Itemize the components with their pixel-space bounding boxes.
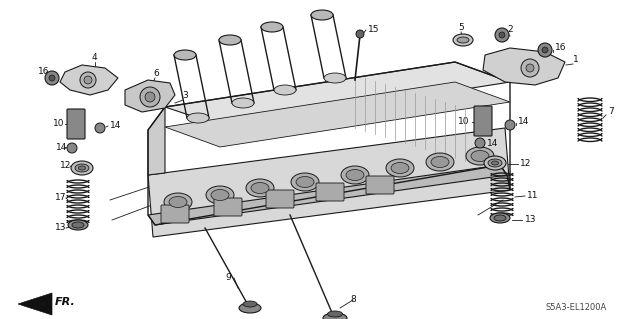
Text: 17: 17 — [55, 194, 67, 203]
Ellipse shape — [68, 220, 88, 230]
Circle shape — [475, 138, 485, 148]
FancyBboxPatch shape — [366, 176, 394, 194]
Ellipse shape — [346, 169, 364, 181]
Polygon shape — [483, 48, 565, 85]
Text: 12: 12 — [60, 160, 72, 169]
Text: 11: 11 — [527, 190, 538, 199]
Ellipse shape — [391, 162, 409, 174]
Text: 14: 14 — [518, 117, 529, 127]
Text: 13: 13 — [525, 216, 536, 225]
Circle shape — [538, 43, 552, 57]
Text: 2: 2 — [507, 26, 513, 34]
Polygon shape — [148, 128, 510, 237]
Text: 13: 13 — [55, 224, 67, 233]
Polygon shape — [125, 80, 175, 112]
Polygon shape — [165, 62, 510, 127]
Ellipse shape — [466, 147, 494, 165]
Text: 9: 9 — [225, 273, 231, 283]
Circle shape — [145, 92, 155, 102]
Ellipse shape — [471, 151, 489, 161]
Ellipse shape — [219, 35, 241, 45]
Text: 12: 12 — [520, 159, 531, 167]
FancyBboxPatch shape — [316, 183, 344, 201]
Text: 15: 15 — [368, 26, 380, 34]
Polygon shape — [18, 293, 52, 315]
Circle shape — [95, 123, 105, 133]
Ellipse shape — [291, 173, 319, 191]
Ellipse shape — [323, 313, 347, 319]
Ellipse shape — [206, 186, 234, 204]
Circle shape — [140, 87, 160, 107]
Text: 7: 7 — [608, 108, 614, 116]
Ellipse shape — [232, 98, 254, 108]
Ellipse shape — [79, 166, 86, 170]
Ellipse shape — [174, 50, 196, 60]
Ellipse shape — [72, 222, 84, 228]
FancyBboxPatch shape — [214, 198, 242, 216]
Text: 14: 14 — [487, 138, 499, 147]
Ellipse shape — [71, 161, 93, 175]
Polygon shape — [148, 107, 165, 175]
Text: 6: 6 — [153, 69, 159, 78]
Ellipse shape — [426, 153, 454, 171]
Ellipse shape — [492, 161, 499, 165]
Circle shape — [67, 143, 77, 153]
Circle shape — [526, 64, 534, 72]
Polygon shape — [165, 82, 510, 147]
Ellipse shape — [341, 166, 369, 184]
Ellipse shape — [243, 301, 257, 307]
Text: 1: 1 — [573, 56, 579, 64]
Text: 8: 8 — [350, 295, 356, 305]
FancyBboxPatch shape — [266, 190, 294, 208]
Circle shape — [356, 30, 364, 38]
Text: S5A3-EL1200A: S5A3-EL1200A — [545, 303, 606, 313]
Circle shape — [521, 59, 539, 77]
Text: 16: 16 — [555, 42, 566, 51]
Ellipse shape — [453, 34, 473, 46]
Text: 5: 5 — [458, 24, 464, 33]
Text: 14: 14 — [110, 121, 122, 130]
Ellipse shape — [187, 113, 209, 123]
Circle shape — [80, 72, 96, 88]
Text: 10: 10 — [458, 117, 470, 127]
Ellipse shape — [75, 164, 89, 172]
Ellipse shape — [484, 156, 506, 170]
Circle shape — [84, 76, 92, 84]
Ellipse shape — [490, 213, 510, 223]
Ellipse shape — [457, 37, 469, 43]
Ellipse shape — [246, 179, 274, 197]
Text: 3: 3 — [182, 91, 188, 100]
Ellipse shape — [386, 159, 414, 177]
Circle shape — [542, 47, 548, 53]
Ellipse shape — [239, 303, 261, 313]
FancyBboxPatch shape — [474, 106, 492, 136]
Ellipse shape — [494, 215, 506, 221]
Polygon shape — [148, 165, 507, 225]
Circle shape — [505, 120, 515, 130]
Text: FR.: FR. — [55, 297, 76, 307]
FancyBboxPatch shape — [161, 205, 189, 223]
Ellipse shape — [311, 10, 333, 20]
Text: 10: 10 — [53, 120, 65, 129]
Circle shape — [45, 71, 59, 85]
Ellipse shape — [324, 73, 346, 83]
Text: 4: 4 — [92, 54, 98, 63]
Ellipse shape — [274, 85, 296, 95]
Ellipse shape — [296, 176, 314, 188]
FancyBboxPatch shape — [67, 109, 85, 139]
Ellipse shape — [251, 182, 269, 194]
Text: 16: 16 — [38, 68, 49, 77]
Circle shape — [499, 32, 505, 38]
Ellipse shape — [328, 311, 342, 317]
Ellipse shape — [164, 193, 192, 211]
Ellipse shape — [431, 157, 449, 167]
Ellipse shape — [488, 159, 502, 167]
Text: 14: 14 — [56, 143, 67, 152]
Ellipse shape — [169, 197, 187, 207]
Ellipse shape — [261, 22, 283, 32]
Circle shape — [495, 28, 509, 42]
Ellipse shape — [211, 189, 229, 201]
Circle shape — [49, 75, 55, 81]
Polygon shape — [60, 65, 118, 95]
